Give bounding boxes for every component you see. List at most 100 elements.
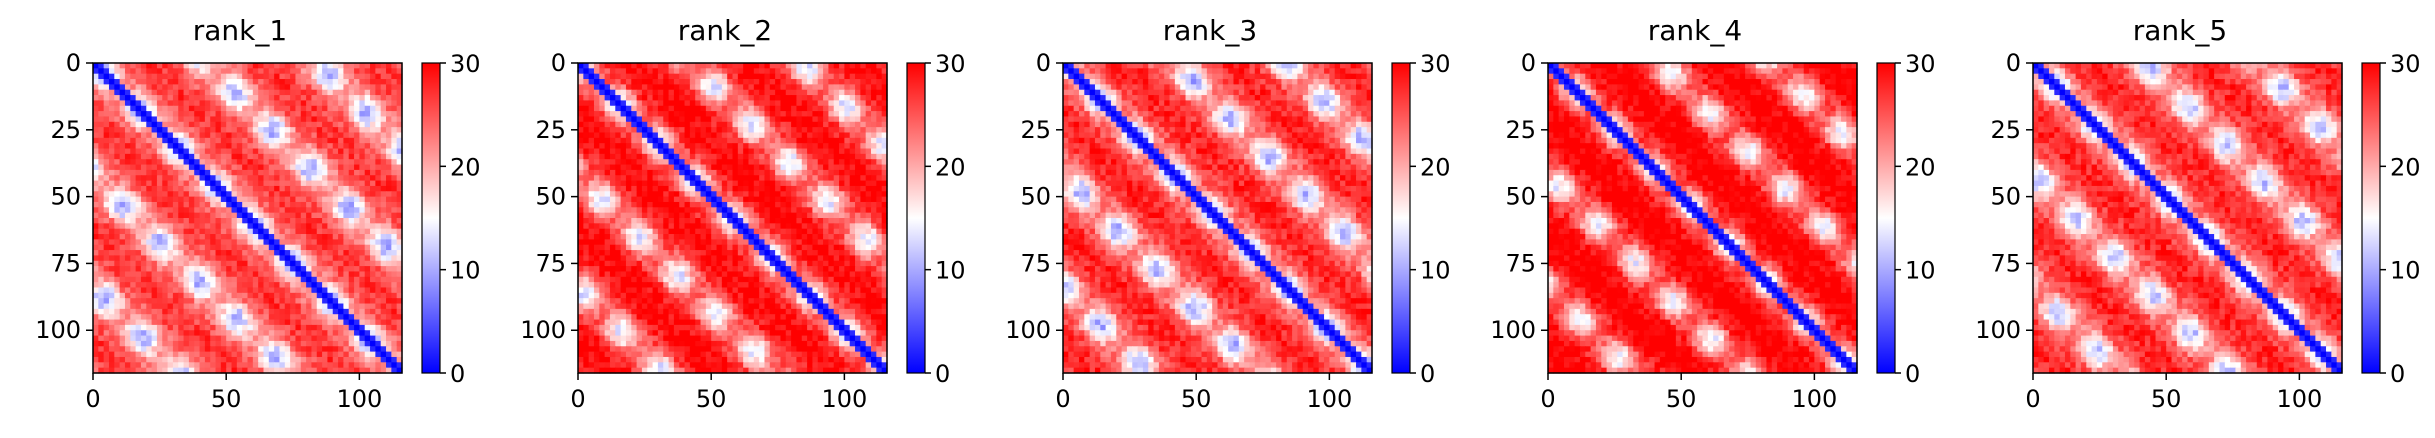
heatmap-cell [300,111,307,118]
heatmap-cell [721,121,728,128]
heatmap-cell [194,207,201,214]
heatmap-cell [375,143,382,150]
heatmap-cell [833,121,840,128]
heatmap-cell [167,292,174,299]
heatmap-cell [130,276,137,283]
heatmap-cell [876,201,883,208]
heatmap-cell [247,234,254,240]
heatmap-cell [199,260,206,267]
heatmap-cell [780,127,787,134]
heatmap-cell [636,207,643,214]
heatmap-cell [743,164,750,171]
heatmap-cell [103,180,110,187]
heatmap-cell [215,185,222,192]
heatmap-cell [108,68,115,75]
heatmap-cell [108,314,115,321]
heatmap-cell [732,175,739,182]
heatmap-cell [194,340,201,347]
heatmap-cell [663,137,670,144]
heatmap-cell [620,180,627,187]
heatmap-cell [695,164,702,171]
heatmap-cell [354,319,360,326]
heatmap-cell [284,100,291,107]
heatmap-cell [124,234,131,240]
heatmap-cell [578,84,584,91]
heatmap-cell [370,228,376,235]
heatmap-cell [210,271,217,278]
heatmap-cell [657,159,664,166]
heatmap-cell [332,260,339,267]
heatmap-cell [220,137,227,144]
heatmap-cell [332,308,339,315]
heatmap-cell [359,73,366,80]
heatmap-cell [199,340,206,347]
heatmap-cell [114,175,121,182]
heatmap-cell [380,159,387,166]
heatmap-cell [290,175,297,182]
heatmap-cell [140,121,147,128]
heatmap-cell [332,276,339,283]
heatmap-cell [263,234,270,240]
heatmap-cell [194,244,201,251]
heatmap-cell [316,196,323,203]
heatmap-cell [135,346,142,353]
heatmap-cell [849,121,856,128]
heatmap-cell [215,100,222,107]
heatmap-cell [98,271,105,278]
heatmap-cell [167,319,174,326]
heatmap-cell [204,95,211,102]
heatmap-cell [194,303,201,310]
heatmap-cell [167,367,174,374]
heatmap-cell [236,121,243,128]
heatmap-cell [124,84,131,91]
heatmap-cell [215,367,222,374]
panel-title: rank_2 [677,14,773,47]
heatmap-cell [140,169,147,176]
heatmap-cell [172,73,179,80]
heatmap-cell [849,159,856,166]
heatmap-cell [151,143,158,150]
heatmap-cell [114,346,121,353]
heatmap-cell [183,132,190,139]
heatmap-cell [284,143,291,150]
heatmap-cell [801,191,808,198]
heatmap-cell [338,271,344,278]
heatmap-cell [396,175,403,182]
heatmap-cell [114,234,121,240]
heatmap-cell [625,116,632,123]
heatmap-cell [279,185,286,192]
heatmap-cell [199,346,206,353]
heatmap-cell [311,228,318,235]
heatmap-cell [775,191,782,198]
heatmap-cell [295,132,302,139]
heatmap-cell [178,84,185,91]
heatmap-cell [833,132,840,139]
heatmap-cell [364,250,371,257]
heatmap-cell [226,175,233,182]
heatmap-cell [327,79,334,85]
heatmap-cell [625,180,632,187]
heatmap-cell [679,164,686,171]
heatmap-cell [130,137,137,144]
heatmap-cell [759,207,766,214]
heatmap-cell [226,105,233,112]
heatmap-cell [881,79,888,85]
heatmap-cell [817,191,824,198]
heatmap-cell [833,137,840,144]
heatmap-cell [231,276,238,283]
heatmap-cell [295,121,302,128]
heatmap-cell [780,175,787,182]
heatmap-cell [210,250,217,257]
heatmap-cell [881,185,888,192]
heatmap-cell [247,212,254,219]
heatmap-cell [588,100,595,107]
heatmap-cell [231,201,238,208]
heatmap-cell [151,159,158,166]
heatmap-cell [332,271,339,278]
heatmap-cell [151,73,158,80]
heatmap-cell [604,207,611,214]
heatmap-cell [684,84,691,91]
heatmap-cell [146,164,153,171]
heatmap-cell [807,137,814,144]
heatmap-cell [764,84,771,91]
